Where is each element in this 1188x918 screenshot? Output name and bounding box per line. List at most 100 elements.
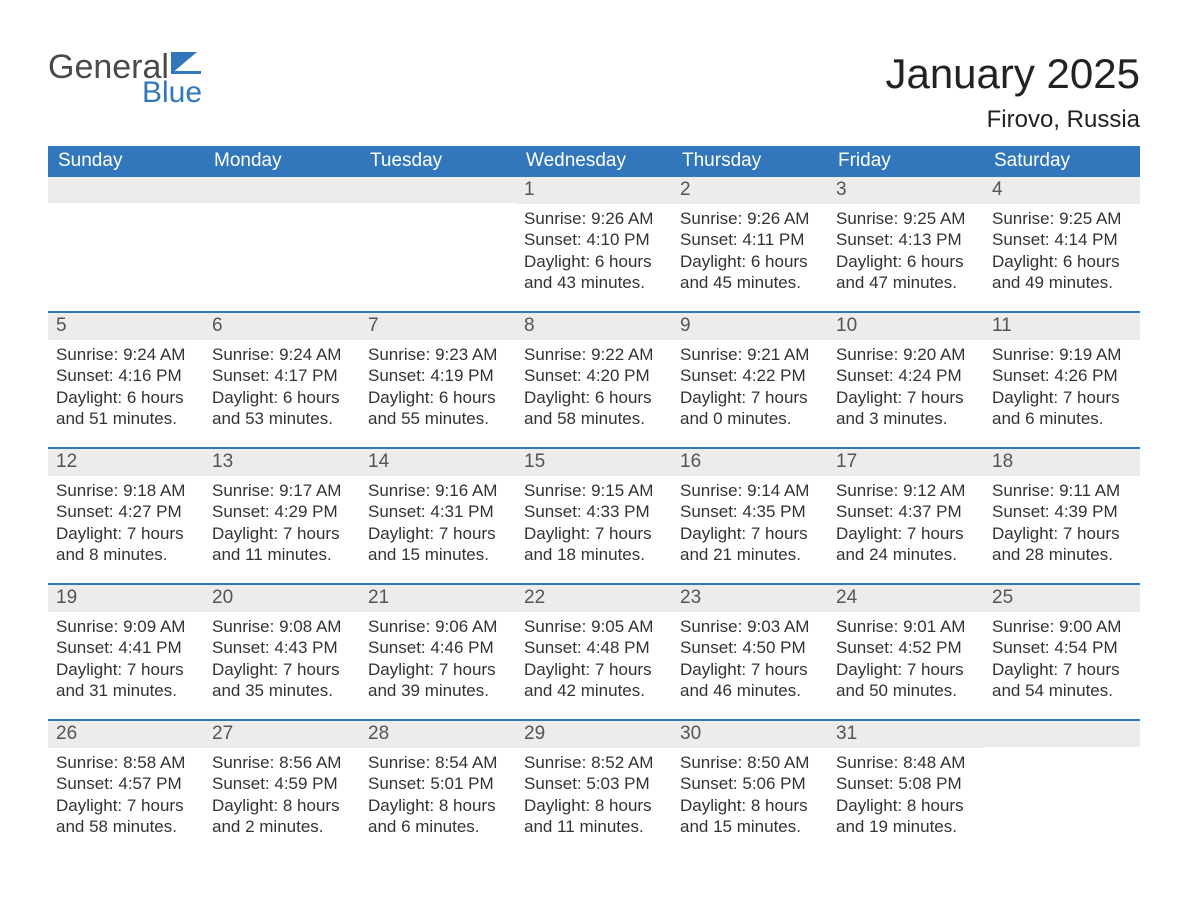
day-body: [204, 203, 360, 211]
day-cell: 4Sunrise: 9:25 AMSunset: 4:14 PMDaylight…: [984, 177, 1140, 297]
day-info-line: Sunrise: 9:17 AM: [212, 480, 352, 501]
day-number: 5: [48, 313, 204, 340]
day-info-line: Daylight: 6 hours and 55 minutes.: [368, 387, 508, 430]
day-info-line: Sunrise: 9:03 AM: [680, 616, 820, 637]
day-number: 24: [828, 585, 984, 612]
day-info-line: Sunrise: 9:14 AM: [680, 480, 820, 501]
day-info-line: Sunrise: 9:01 AM: [836, 616, 976, 637]
day-info-line: Sunset: 4:11 PM: [680, 229, 820, 250]
day-body: Sunrise: 9:24 AMSunset: 4:16 PMDaylight:…: [48, 340, 204, 433]
day-cell: 18Sunrise: 9:11 AMSunset: 4:39 PMDayligh…: [984, 449, 1140, 569]
day-info-line: Sunrise: 9:24 AM: [212, 344, 352, 365]
day-info-line: Daylight: 7 hours and 21 minutes.: [680, 523, 820, 566]
day-info-line: Sunrise: 9:09 AM: [56, 616, 196, 637]
day-info-line: Sunset: 4:35 PM: [680, 501, 820, 522]
day-info-line: Sunrise: 8:56 AM: [212, 752, 352, 773]
day-number: 27: [204, 721, 360, 748]
day-number: 26: [48, 721, 204, 748]
day-number: 1: [516, 177, 672, 204]
day-body: Sunrise: 9:18 AMSunset: 4:27 PMDaylight:…: [48, 476, 204, 569]
calendar: SundayMondayTuesdayWednesdayThursdayFrid…: [48, 146, 1140, 841]
day-number: 3: [828, 177, 984, 204]
day-number: 7: [360, 313, 516, 340]
day-body: Sunrise: 9:26 AMSunset: 4:10 PMDaylight:…: [516, 204, 672, 297]
day-info-line: Daylight: 6 hours and 45 minutes.: [680, 251, 820, 294]
day-info-line: Sunset: 4:48 PM: [524, 637, 664, 658]
day-cell: 9Sunrise: 9:21 AMSunset: 4:22 PMDaylight…: [672, 313, 828, 433]
day-body: Sunrise: 9:11 AMSunset: 4:39 PMDaylight:…: [984, 476, 1140, 569]
day-info-line: Sunset: 4:10 PM: [524, 229, 664, 250]
weekday-header: Wednesday: [516, 146, 672, 177]
weeks-container: 1Sunrise: 9:26 AMSunset: 4:10 PMDaylight…: [48, 177, 1140, 841]
day-info-line: Sunrise: 9:20 AM: [836, 344, 976, 365]
day-number: [360, 177, 516, 203]
day-cell: [48, 177, 204, 297]
day-body: Sunrise: 8:52 AMSunset: 5:03 PMDaylight:…: [516, 748, 672, 841]
day-number: 16: [672, 449, 828, 476]
day-cell: 6Sunrise: 9:24 AMSunset: 4:17 PMDaylight…: [204, 313, 360, 433]
day-number: 11: [984, 313, 1140, 340]
logo: General Blue: [48, 50, 202, 108]
day-body: Sunrise: 9:16 AMSunset: 4:31 PMDaylight:…: [360, 476, 516, 569]
day-info-line: Sunset: 5:06 PM: [680, 773, 820, 794]
day-info-line: Sunset: 4:37 PM: [836, 501, 976, 522]
day-body: Sunrise: 9:05 AMSunset: 4:48 PMDaylight:…: [516, 612, 672, 705]
day-body: Sunrise: 9:22 AMSunset: 4:20 PMDaylight:…: [516, 340, 672, 433]
day-cell: 26Sunrise: 8:58 AMSunset: 4:57 PMDayligh…: [48, 721, 204, 841]
day-info-line: Daylight: 7 hours and 24 minutes.: [836, 523, 976, 566]
day-info-line: Sunset: 4:20 PM: [524, 365, 664, 386]
day-body: Sunrise: 9:19 AMSunset: 4:26 PMDaylight:…: [984, 340, 1140, 433]
week-row: 1Sunrise: 9:26 AMSunset: 4:10 PMDaylight…: [48, 177, 1140, 297]
day-cell: 22Sunrise: 9:05 AMSunset: 4:48 PMDayligh…: [516, 585, 672, 705]
day-info-line: Daylight: 7 hours and 3 minutes.: [836, 387, 976, 430]
day-info-line: Sunset: 4:16 PM: [56, 365, 196, 386]
day-info-line: Sunset: 4:29 PM: [212, 501, 352, 522]
week-row: 19Sunrise: 9:09 AMSunset: 4:41 PMDayligh…: [48, 583, 1140, 705]
weekday-header-row: SundayMondayTuesdayWednesdayThursdayFrid…: [48, 146, 1140, 177]
day-info-line: Sunset: 4:31 PM: [368, 501, 508, 522]
day-info-line: Sunrise: 9:26 AM: [680, 208, 820, 229]
day-body: Sunrise: 9:01 AMSunset: 4:52 PMDaylight:…: [828, 612, 984, 705]
flag-icon: [171, 52, 201, 78]
day-cell: 31Sunrise: 8:48 AMSunset: 5:08 PMDayligh…: [828, 721, 984, 841]
day-number: 25: [984, 585, 1140, 612]
day-body: Sunrise: 9:12 AMSunset: 4:37 PMDaylight:…: [828, 476, 984, 569]
day-info-line: Daylight: 7 hours and 58 minutes.: [56, 795, 196, 838]
weekday-header: Monday: [204, 146, 360, 177]
day-body: [984, 747, 1140, 755]
day-info-line: Daylight: 8 hours and 6 minutes.: [368, 795, 508, 838]
day-cell: [204, 177, 360, 297]
day-info-line: Sunset: 5:01 PM: [368, 773, 508, 794]
day-body: Sunrise: 8:58 AMSunset: 4:57 PMDaylight:…: [48, 748, 204, 841]
day-info-line: Daylight: 8 hours and 15 minutes.: [680, 795, 820, 838]
day-number: [48, 177, 204, 203]
day-body: Sunrise: 9:25 AMSunset: 4:14 PMDaylight:…: [984, 204, 1140, 297]
day-cell: 11Sunrise: 9:19 AMSunset: 4:26 PMDayligh…: [984, 313, 1140, 433]
day-info-line: Sunset: 4:41 PM: [56, 637, 196, 658]
day-info-line: Sunrise: 9:18 AM: [56, 480, 196, 501]
day-body: Sunrise: 9:06 AMSunset: 4:46 PMDaylight:…: [360, 612, 516, 705]
day-info-line: Sunset: 4:33 PM: [524, 501, 664, 522]
day-body: [360, 203, 516, 211]
day-info-line: Daylight: 7 hours and 42 minutes.: [524, 659, 664, 702]
day-info-line: Daylight: 7 hours and 6 minutes.: [992, 387, 1132, 430]
day-info-line: Daylight: 7 hours and 35 minutes.: [212, 659, 352, 702]
weekday-header: Friday: [828, 146, 984, 177]
day-info-line: Daylight: 6 hours and 47 minutes.: [836, 251, 976, 294]
day-info-line: Daylight: 7 hours and 54 minutes.: [992, 659, 1132, 702]
day-number: 12: [48, 449, 204, 476]
day-info-line: Sunrise: 8:50 AM: [680, 752, 820, 773]
weekday-header: Tuesday: [360, 146, 516, 177]
day-number: 17: [828, 449, 984, 476]
day-body: [48, 203, 204, 211]
day-info-line: Sunset: 4:39 PM: [992, 501, 1132, 522]
day-number: 22: [516, 585, 672, 612]
day-info-line: Daylight: 7 hours and 0 minutes.: [680, 387, 820, 430]
day-info-line: Daylight: 7 hours and 50 minutes.: [836, 659, 976, 702]
day-cell: 7Sunrise: 9:23 AMSunset: 4:19 PMDaylight…: [360, 313, 516, 433]
day-info-line: Daylight: 7 hours and 39 minutes.: [368, 659, 508, 702]
day-info-line: Daylight: 7 hours and 8 minutes.: [56, 523, 196, 566]
day-info-line: Sunset: 4:59 PM: [212, 773, 352, 794]
day-body: Sunrise: 9:24 AMSunset: 4:17 PMDaylight:…: [204, 340, 360, 433]
day-info-line: Sunrise: 9:26 AM: [524, 208, 664, 229]
